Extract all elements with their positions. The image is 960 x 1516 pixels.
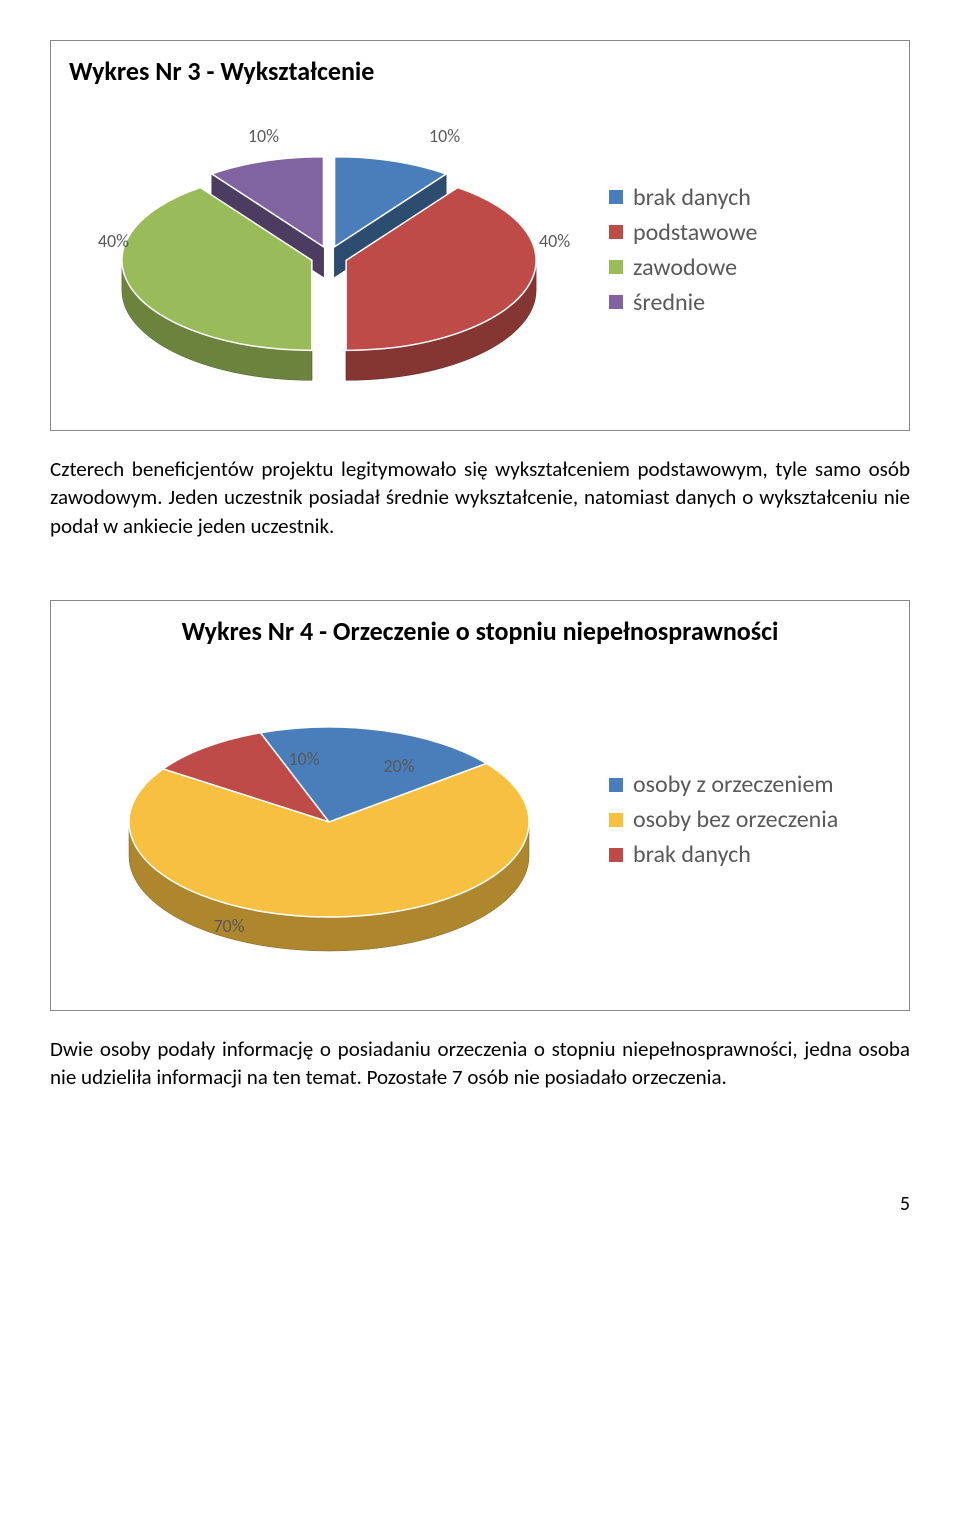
legend-swatch	[609, 813, 623, 827]
svg-text:20%: 20%	[383, 755, 414, 777]
legend-item: zawodowe	[609, 253, 891, 282]
legend-label: brak danych	[633, 183, 751, 212]
legend-label: osoby bez orzeczenia	[633, 805, 838, 834]
paragraph-1: Czterech beneficjentów projektu legitymo…	[50, 455, 910, 540]
chart-2-legend: osoby z orzeczeniem osoby bez orzeczenia b…	[589, 764, 891, 875]
chart-1-svg-wrap: 10% 40% 40% 10%	[69, 97, 589, 402]
chart-2-svg: 20% 70% 10%	[69, 657, 589, 977]
legend-item: osoby bez orzeczenia	[609, 805, 891, 834]
legend-item: brak danych	[609, 183, 891, 212]
svg-text:40%: 40%	[539, 230, 570, 252]
chart-2-container: Wykres Nr 4 - Orzeczenie o stopniu niepe…	[50, 600, 910, 1011]
chart-1-row: 10% 40% 40% 10% brak danych podstawowe zawodo…	[69, 97, 891, 402]
legend-swatch	[609, 848, 623, 862]
legend-label: zawodowe	[633, 253, 737, 282]
chart-1-svg: 10% 40% 40% 10%	[69, 97, 589, 397]
legend-swatch	[609, 260, 623, 274]
svg-text:10%: 10%	[288, 748, 319, 770]
legend-swatch	[609, 225, 623, 239]
page-number: 5	[50, 1152, 910, 1216]
chart-1-title: Wykres Nr 3 - Wykształcenie	[69, 55, 891, 87]
paragraph-2: Dwie osoby podały informację o posiadani…	[50, 1035, 910, 1092]
chart-1-legend: brak danych podstawowe zawodowe średnie	[589, 177, 891, 323]
legend-swatch	[609, 778, 623, 792]
chart-2-svg-wrap: 20% 70% 10%	[69, 657, 589, 982]
legend-label: brak danych	[633, 840, 751, 869]
chart-1-container: Wykres Nr 3 - Wykształcenie 10%40%40%10%…	[50, 40, 910, 431]
legend-item: osoby z orzeczeniem	[609, 770, 891, 799]
legend-item: podstawowe	[609, 218, 891, 247]
svg-text:10%: 10%	[429, 125, 460, 147]
legend-swatch	[609, 190, 623, 204]
legend-swatch	[609, 295, 623, 309]
svg-text:40%: 40%	[98, 230, 129, 252]
svg-text:70%: 70%	[213, 915, 244, 937]
chart-2-row: 20% 70% 10% osoby z orzeczeniem osoby bez o…	[69, 657, 891, 982]
svg-text:10%: 10%	[248, 125, 279, 147]
legend-item: średnie	[609, 288, 891, 317]
legend-label: podstawowe	[633, 218, 757, 247]
legend-label: osoby z orzeczeniem	[633, 770, 834, 799]
legend-item: brak danych	[609, 840, 891, 869]
legend-label: średnie	[633, 288, 705, 317]
chart-2-title: Wykres Nr 4 - Orzeczenie o stopniu niepe…	[69, 615, 891, 647]
